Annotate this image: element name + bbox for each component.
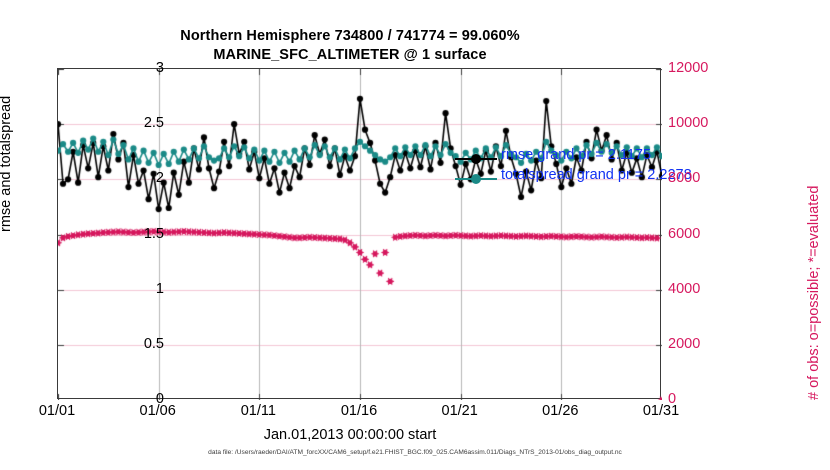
y-tick-left-0: 0 [155, 391, 164, 407]
legend-marker-totalspread [471, 174, 481, 184]
y-tick-right-3: 6000 [668, 225, 701, 242]
title-line-2: MARINE_SFC_ALTIMETER @ 1 surface [213, 47, 487, 63]
plot-area: rmse grand pr = 2.1175 totalspread grand… [57, 68, 692, 400]
legend-marker-rmse [471, 154, 481, 164]
y-tick-right-5: 10000 [668, 115, 709, 132]
y-tick-left-5: 2.5 [143, 115, 164, 132]
title-line-1: Northern Hemisphere 734800 / 741774 = 99… [180, 28, 520, 44]
y-tick-left-1: 0.5 [143, 335, 164, 352]
y-axis-label-left: rmse and totalspread [0, 95, 14, 232]
y-tick-right-2: 4000 [668, 280, 701, 297]
x-tick-0: 01/01 [38, 403, 76, 419]
data-file-footer: data file: /Users/raeder/DAI/ATM_forcXX/… [208, 449, 622, 456]
legend-item-rmse: rmse grand pr = 2.1175 [455, 147, 715, 169]
y-tick-right-6: 12000 [668, 60, 709, 76]
x-tick-6: 01/31 [642, 403, 680, 419]
y-tick-left-4: 2 [155, 170, 164, 187]
y-tick-left-2: 1 [155, 280, 164, 297]
y-tick-right-4: 8000 [668, 170, 701, 187]
x-axis-label: Jan.01,2013 00:00:00 start [263, 427, 437, 443]
y-axis-label-right: # of obs: o=possible; *=evaluated [806, 185, 822, 400]
legend-item-totalspread: totalspread grand pr = 2.2278 [455, 167, 715, 189]
legend-label-totalspread: totalspread grand pr = 2.2278 [501, 167, 692, 183]
plot-canvas [58, 69, 662, 400]
y-tick-right-1: 2000 [668, 335, 701, 352]
x-tick-4: 01/21 [441, 403, 478, 419]
x-tick-5: 01/26 [542, 403, 579, 419]
y-tick-right-0: 0 [668, 391, 677, 407]
x-tick-1: 01/06 [139, 403, 176, 419]
y-tick-left-3: 1.5 [143, 225, 164, 242]
y-tick-left-6: 3 [155, 60, 164, 76]
chart-legend: rmse grand pr = 2.1175 totalspread grand… [455, 147, 715, 189]
x-tick-2: 01/11 [240, 403, 276, 419]
chart-title: Northern Hemisphere 734800 / 741774 = 99… [0, 27, 700, 65]
legend-label-rmse: rmse grand pr = 2.1175 [501, 147, 652, 163]
x-tick-3: 01/16 [340, 403, 378, 419]
